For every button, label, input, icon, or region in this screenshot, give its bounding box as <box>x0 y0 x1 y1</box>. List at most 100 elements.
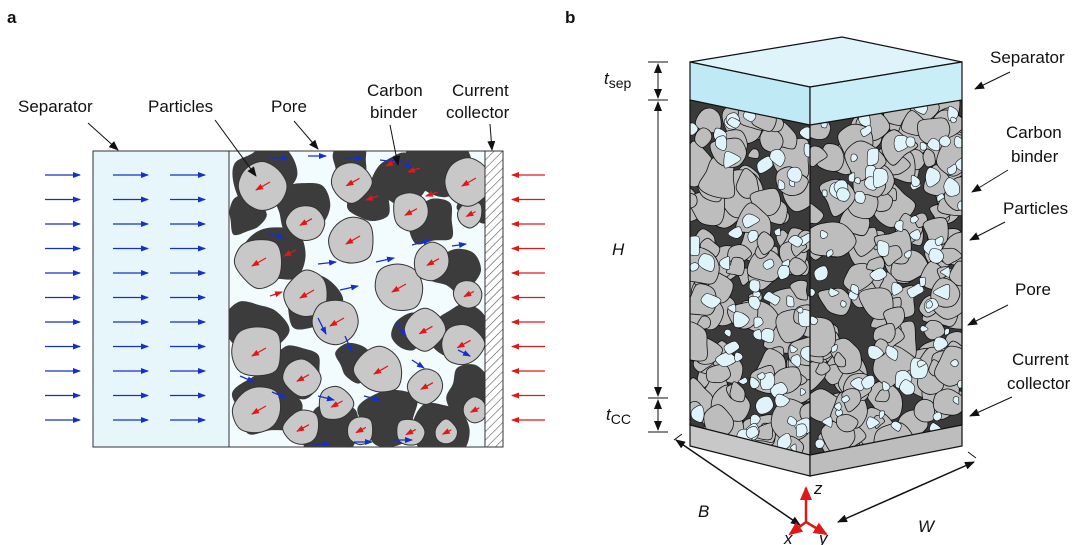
texture-pore <box>860 124 872 137</box>
texture-pore <box>909 229 921 241</box>
texture-pore <box>734 352 744 362</box>
texture-pore <box>821 416 833 428</box>
texture-pore <box>747 230 759 243</box>
texture-pore <box>733 311 750 328</box>
texture-pore <box>803 142 810 158</box>
texture-particle <box>697 315 711 330</box>
texture-pore <box>742 213 760 229</box>
particle-flux-arrow <box>441 428 452 435</box>
current-collector-region <box>484 150 504 448</box>
texture-pore <box>745 425 760 439</box>
particle-flux-arrow <box>420 382 434 390</box>
texture-pore <box>936 193 945 202</box>
texture-pore <box>799 388 806 396</box>
panel-a-label: a <box>7 8 17 27</box>
flux-arrows <box>45 153 545 447</box>
texture-pore <box>690 235 700 256</box>
texture-pore <box>752 329 763 341</box>
dim-t-sep: tsep <box>604 69 632 91</box>
particle-flux-arrow <box>299 289 315 299</box>
texture-pore <box>882 381 891 392</box>
texture-pore <box>690 262 700 272</box>
particle <box>231 326 281 377</box>
texture-pore <box>749 376 760 389</box>
texture-pore <box>919 142 928 151</box>
texture-pore <box>714 135 728 151</box>
texture-particle <box>789 279 809 301</box>
texture-pore <box>848 172 856 183</box>
texture-pore <box>861 375 876 390</box>
particle-flux-arrow <box>296 424 310 432</box>
leader-arrows-a <box>87 119 496 177</box>
texture-particle <box>842 262 875 293</box>
label-particles-b: Particles <box>1003 199 1068 218</box>
texture-pore <box>727 226 743 239</box>
texture-pore <box>854 177 861 185</box>
texture-pore <box>828 287 840 297</box>
particle-flux-arrow <box>469 406 480 413</box>
texture-pore <box>927 138 941 152</box>
dimension-lines <box>648 61 977 526</box>
label-cc-a-2: collector <box>446 103 510 122</box>
label-separator-a: Separator <box>18 97 93 116</box>
particle-flux-arrow <box>404 208 418 216</box>
binder-flux-arrow <box>283 249 297 257</box>
dim-t-cc: tCC <box>606 405 631 427</box>
texture-pore <box>690 122 699 136</box>
label-separator-b: Separator <box>990 48 1065 67</box>
texture-pore <box>919 277 927 287</box>
texture-pore <box>947 105 959 121</box>
texture-pore <box>841 395 850 403</box>
texture-pore <box>789 344 798 354</box>
texture-pore <box>798 309 810 328</box>
particle-flux-arrow <box>355 426 367 434</box>
texture-pore <box>876 240 890 257</box>
particle-flux-arrow <box>345 177 360 187</box>
texture-particle <box>810 316 837 358</box>
pore-flux-arrow <box>317 259 337 266</box>
particle-flux-arrow <box>251 257 267 267</box>
texture-pore <box>952 396 960 405</box>
dim-W: W <box>918 517 936 536</box>
pore-flux-arrow <box>267 232 285 239</box>
binder-flux-arrow <box>407 166 421 173</box>
particle-flux-arrow <box>465 210 476 217</box>
texture-pore <box>749 414 761 425</box>
binder-flux-arrow <box>365 194 379 201</box>
texture-pore <box>738 376 748 385</box>
particle-flux-arrow <box>461 177 477 187</box>
texture-pore <box>899 379 916 396</box>
front-face-texture <box>690 100 810 455</box>
texture-pore <box>748 279 761 293</box>
texture-pore <box>928 248 944 264</box>
texture-pore <box>756 372 766 380</box>
texture-pore <box>727 117 741 129</box>
texture-pore <box>763 291 781 306</box>
texture-pore <box>932 283 951 300</box>
texture-pore <box>950 116 957 124</box>
texture-pore <box>854 190 866 204</box>
texture-particle <box>747 148 760 159</box>
texture-pore <box>777 265 791 280</box>
texture-pore <box>796 307 804 314</box>
particle-flux-arrow <box>255 181 271 191</box>
texture-pore <box>787 416 798 427</box>
texture-pore <box>944 328 950 336</box>
label-cc-b-2: collector <box>1007 374 1071 393</box>
texture-pore <box>850 377 866 391</box>
texture-pore <box>774 393 790 408</box>
texture-pore <box>690 404 705 423</box>
texture-particle <box>694 127 713 148</box>
label-particles-a: Particles <box>148 97 213 116</box>
texture-pore <box>790 354 802 368</box>
texture-particle <box>690 283 717 316</box>
texture-pore <box>893 135 910 152</box>
particle-flux-arrow <box>426 258 440 266</box>
texture-pore <box>833 402 842 411</box>
texture-pore <box>850 284 860 295</box>
panel-a-diagram <box>45 150 545 448</box>
texture-pore <box>795 423 808 438</box>
particle-flux-arrow <box>296 374 310 382</box>
particle-flux-arrow <box>405 428 417 436</box>
